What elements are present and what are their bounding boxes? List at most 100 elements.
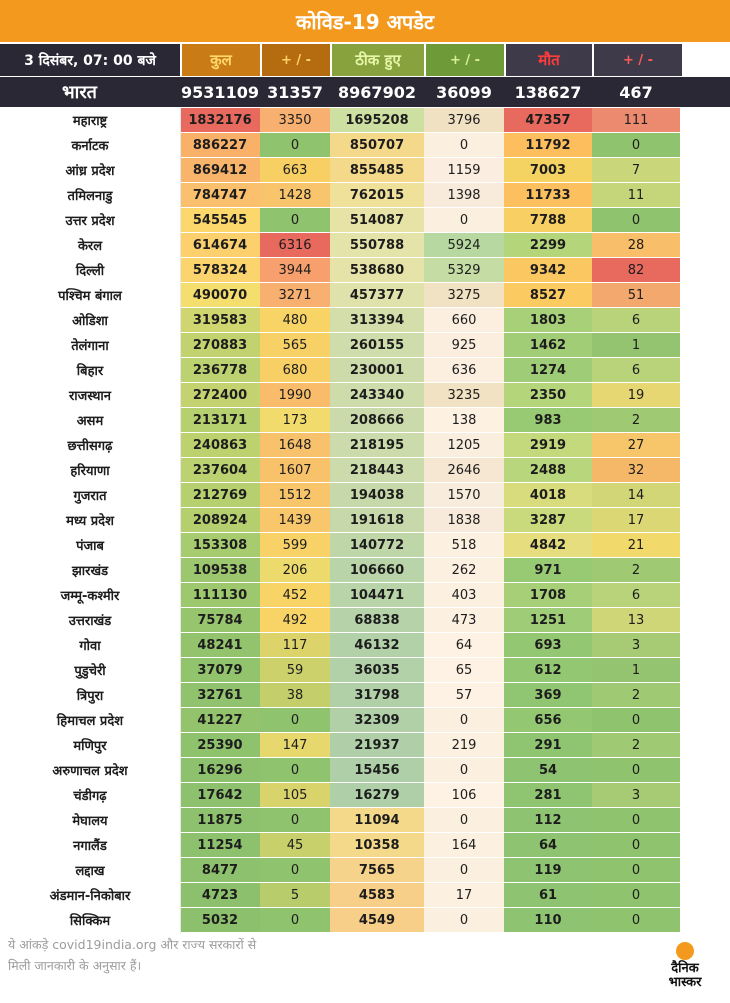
deaths: 54 <box>504 758 592 782</box>
total-cases: 25390 <box>180 733 260 757</box>
deaths-change: 82 <box>592 258 680 282</box>
total-cases: 4723 <box>180 883 260 907</box>
deaths-change: 0 <box>592 833 680 857</box>
total-cases: 237604 <box>180 458 260 482</box>
deaths: 7003 <box>504 158 592 182</box>
total-change: 0 <box>260 708 330 732</box>
page-title: कोविड-19 अपडेट <box>0 0 730 42</box>
state-name: त्रिपुरा <box>0 683 180 707</box>
recovered-change: 636 <box>424 358 504 382</box>
deaths-change: 0 <box>592 758 680 782</box>
deaths-change: 13 <box>592 608 680 632</box>
header-total: कुल <box>182 44 260 76</box>
total-cases: 236778 <box>180 358 260 382</box>
recovered: 208666 <box>330 408 424 432</box>
table-row: जम्मू-कश्मीर 111130 452 104471 403 1708 6 <box>0 583 730 608</box>
total-cases: 212769 <box>180 483 260 507</box>
total-change: 452 <box>260 583 330 607</box>
state-table: महाराष्ट्र 1832176 3350 1695208 3796 47357 111… <box>0 108 730 933</box>
deaths: 47357 <box>504 108 592 132</box>
state-name: अंडमान-निकोबार <box>0 883 180 907</box>
recovered: 10358 <box>330 833 424 857</box>
total-change: 117 <box>260 633 330 657</box>
total-cases: 240863 <box>180 433 260 457</box>
recovered-change: 1159 <box>424 158 504 182</box>
national-deaths: 138627 <box>514 82 582 102</box>
deaths: 1708 <box>504 583 592 607</box>
source-note: ये आंकड़े covid19india.org और राज्य सरका… <box>8 934 348 976</box>
state-name: सिक्किम <box>0 908 180 932</box>
recovered-change: 138 <box>424 408 504 432</box>
state-name: झारखंड <box>0 558 180 582</box>
table-row: असम 213171 173 208666 138 983 2 <box>0 408 730 433</box>
recovered: 4583 <box>330 883 424 907</box>
state-name: तमिलनाडु <box>0 183 180 207</box>
state-name: मेघालय <box>0 808 180 832</box>
deaths: 9342 <box>504 258 592 282</box>
recovered: 106660 <box>330 558 424 582</box>
state-name: उत्तराखंड <box>0 608 180 632</box>
state-name: बिहार <box>0 358 180 382</box>
recovered-change: 5924 <box>424 233 504 257</box>
table-row: नगालैंड 11254 45 10358 164 64 0 <box>0 833 730 858</box>
table-row: त्रिपुरा 32761 38 31798 57 369 2 <box>0 683 730 708</box>
recovered: 7565 <box>330 858 424 882</box>
recovered: 15456 <box>330 758 424 782</box>
deaths: 1251 <box>504 608 592 632</box>
table-row: छत्तीसगढ़ 240863 1648 218195 1205 2919 27 <box>0 433 730 458</box>
deaths-change: 1 <box>592 333 680 357</box>
total-change: 0 <box>260 758 330 782</box>
total-change: 1990 <box>260 383 330 407</box>
recovered-change: 64 <box>424 633 504 657</box>
recovered-change: 518 <box>424 533 504 557</box>
deaths: 2350 <box>504 383 592 407</box>
total-cases: 8477 <box>180 858 260 882</box>
total-cases: 208924 <box>180 508 260 532</box>
recovered-change: 925 <box>424 333 504 357</box>
state-name: छत्तीसगढ़ <box>0 433 180 457</box>
deaths: 1803 <box>504 308 592 332</box>
deaths: 281 <box>504 783 592 807</box>
deaths-change: 0 <box>592 208 680 232</box>
total-change: 3350 <box>260 108 330 132</box>
deaths-change: 21 <box>592 533 680 557</box>
recovered: 46132 <box>330 633 424 657</box>
column-header-row: 3 दिसंबर, 07: 00 बजे कुल + / - ठीक हुए +… <box>0 44 730 76</box>
total-cases: 75784 <box>180 608 260 632</box>
brand-logo: दैनिक भास्कर <box>650 942 720 990</box>
deaths-change: 14 <box>592 483 680 507</box>
state-name: गोवा <box>0 633 180 657</box>
recovered-change: 5329 <box>424 258 504 282</box>
source-note-line-2: मिली जानकारी के अनुसार हैं। <box>8 958 142 973</box>
deaths: 693 <box>504 633 592 657</box>
deaths-change: 6 <box>592 358 680 382</box>
total-cases: 37079 <box>180 658 260 682</box>
deaths: 8527 <box>504 283 592 307</box>
total-change: 565 <box>260 333 330 357</box>
deaths: 4018 <box>504 483 592 507</box>
total-cases: 17642 <box>180 783 260 807</box>
deaths-change: 2 <box>592 558 680 582</box>
national-deaths-change: 467 <box>619 82 653 102</box>
recovered-change: 403 <box>424 583 504 607</box>
total-change: 599 <box>260 533 330 557</box>
deaths-change: 6 <box>592 583 680 607</box>
deaths-change: 0 <box>592 883 680 907</box>
state-name: गुजरात <box>0 483 180 507</box>
recovered-change: 3796 <box>424 108 504 132</box>
total-change: 1428 <box>260 183 330 207</box>
deaths: 2919 <box>504 433 592 457</box>
deaths: 3287 <box>504 508 592 532</box>
deaths-change: 0 <box>592 708 680 732</box>
total-cases: 319583 <box>180 308 260 332</box>
total-cases: 5032 <box>180 908 260 932</box>
state-name: जम्मू-कश्मीर <box>0 583 180 607</box>
recovered: 218195 <box>330 433 424 457</box>
deaths-change: 3 <box>592 633 680 657</box>
recovered: 243340 <box>330 383 424 407</box>
total-cases: 784747 <box>180 183 260 207</box>
total-cases: 490070 <box>180 283 260 307</box>
source-note-line-1: ये आंकड़े covid19india.org और राज्य सरका… <box>8 937 257 952</box>
deaths: 61 <box>504 883 592 907</box>
deaths-change: 0 <box>592 858 680 882</box>
